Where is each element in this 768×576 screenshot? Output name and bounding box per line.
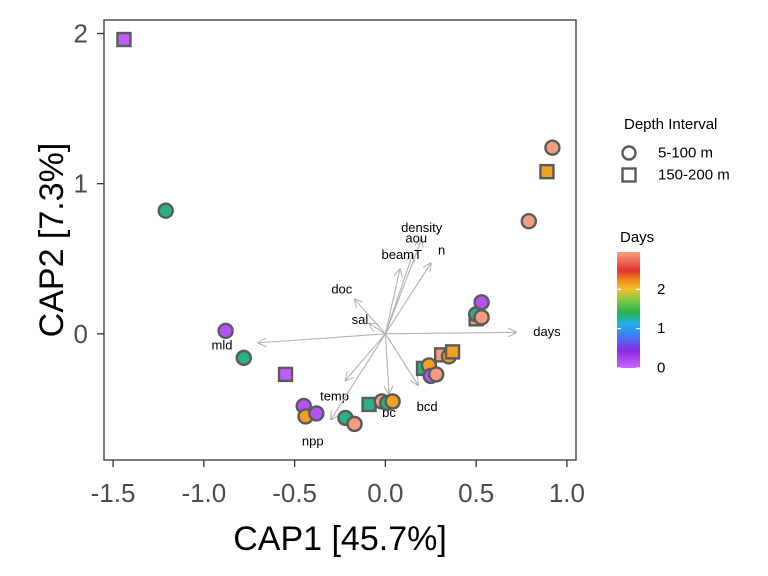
shape-legend-title: Depth Interval (624, 116, 717, 133)
vector-arrow-temp (345, 333, 386, 381)
vector-arrow-n (384, 263, 430, 335)
vector-label-npp: npp (302, 433, 324, 448)
plot-panel (103, 19, 577, 461)
vector-label-beamT: beamT (381, 247, 422, 262)
vector-arrow-bcd (384, 333, 418, 385)
data-point-circle (473, 309, 490, 326)
data-point-circle (544, 139, 561, 156)
vector-label-mld: mld (212, 337, 233, 352)
x-tick-label: 1.0 (549, 478, 585, 508)
vector-label-density: density (401, 220, 443, 235)
data-point-circle (308, 405, 325, 422)
plot-area (103, 19, 577, 461)
points-layer (116, 31, 561, 433)
vector-arrow-sal (369, 323, 386, 335)
vector-label-temp: temp (320, 388, 349, 403)
y-tick-label: 1 (74, 169, 88, 199)
data-point-square (539, 163, 555, 180)
vector-label-days: days (533, 324, 561, 339)
data-point-circle (235, 349, 252, 367)
shape-legend-label: 5-100 m (658, 145, 713, 162)
x-tick-label: -0.5 (272, 478, 317, 508)
vector-arrow-bc (385, 333, 389, 394)
data-point-square (444, 344, 461, 360)
axes-layer: -1.5 -1.0 -0.5 0.0 0.5 1.0 0 1 2 CAP1 [45.7%] CAP2… (33, 19, 585, 558)
colorbar-tick-label: 1 (657, 320, 665, 337)
shape-legend-label: 150-200 m (658, 167, 730, 184)
x-tick-label: 0.5 (458, 478, 494, 508)
vector-arrow-npp (331, 333, 386, 420)
colorbar-tick-label: 0 (657, 360, 665, 377)
vector-label-bcd: bcd (417, 399, 438, 414)
vector-label-n: n (438, 243, 445, 258)
colorbar-tick-label: 2 (657, 281, 665, 298)
legend-layer: Depth Interval 5-100 m 150-200 m Days 0 1 2 (617, 116, 730, 377)
vector-arrow-density (384, 239, 421, 335)
data-point-circle (384, 393, 401, 410)
x-tick-label: 0.0 (367, 478, 403, 508)
data-point-circle (520, 213, 537, 230)
data-point-circle (157, 202, 174, 219)
x-tick-label: -1.0 (181, 478, 226, 508)
data-point-circle (473, 294, 490, 311)
data-point-square (361, 396, 377, 413)
color-legend-title: Days (620, 229, 654, 246)
data-point-square (277, 366, 294, 383)
y-axis-title: CAP2 [7.3%] (33, 143, 71, 338)
vector-label-sal: sal (352, 312, 369, 327)
legend-square-key (621, 167, 637, 183)
vector-arrow-days (385, 332, 516, 334)
vector-arrow-doc (355, 299, 386, 335)
data-point-circle (428, 366, 445, 383)
legend-circle-key (621, 145, 637, 161)
x-axis-title: CAP1 [45.7%] (233, 520, 447, 558)
y-tick-label: 0 (74, 319, 88, 349)
vector-arrow-mld (258, 333, 386, 343)
vector-label-doc: doc (331, 282, 352, 297)
data-point-circle (217, 322, 234, 340)
days-colorbar (617, 252, 640, 368)
vector-arrow-aou (384, 254, 412, 335)
data-point-square (116, 31, 132, 48)
data-point-circle (346, 415, 363, 433)
vector-label-aou: aou (405, 231, 427, 246)
y-tick-label: 2 (74, 19, 88, 49)
x-tick-label: -1.5 (91, 478, 136, 508)
vector-arrow-beamT (384, 269, 400, 334)
